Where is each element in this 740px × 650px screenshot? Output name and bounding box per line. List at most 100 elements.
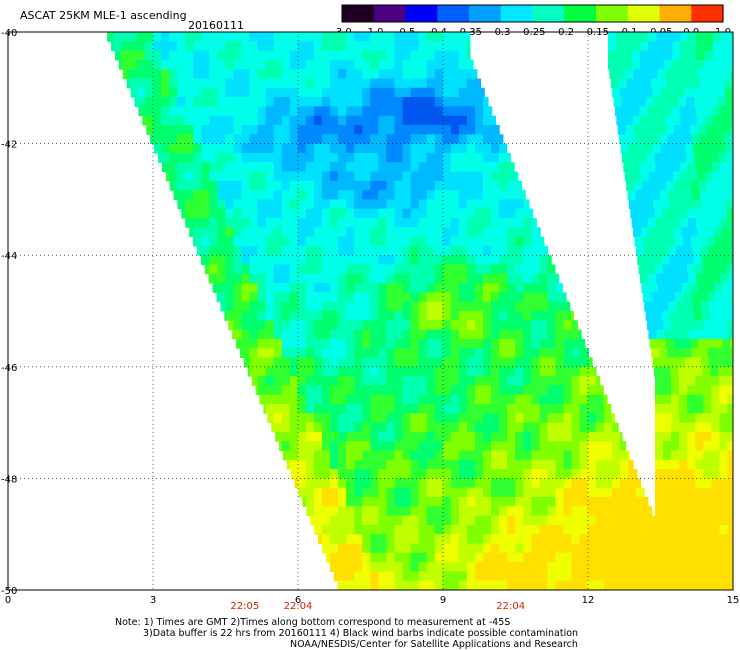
swath-cell <box>362 534 371 544</box>
swath-cell <box>708 245 717 256</box>
swath-cell <box>450 515 460 526</box>
swath-cell <box>695 320 704 331</box>
swath-cell <box>450 208 460 219</box>
swath-cell <box>458 97 468 107</box>
swath-cell <box>650 292 660 303</box>
swath-cell <box>233 329 242 340</box>
swath-cell <box>370 413 379 424</box>
swath-cell <box>603 413 613 424</box>
swath-cell <box>587 450 597 461</box>
swath-cell <box>426 283 436 293</box>
swath-cell <box>695 534 704 544</box>
swath-cell <box>394 171 403 182</box>
swath-cell <box>603 441 613 451</box>
swath-cell <box>157 152 162 163</box>
swath-cell <box>688 218 697 228</box>
swath-cell <box>523 497 532 507</box>
swath-cell <box>217 162 226 172</box>
swath-cell <box>418 534 428 544</box>
note-line-3: NOAA/NESDIS/Center for Satellite Applica… <box>290 639 578 650</box>
swath-cell <box>710 311 719 321</box>
swath-cell <box>233 180 242 191</box>
swath-cell <box>282 450 291 461</box>
swath-cell <box>671 450 680 461</box>
swath-cell <box>325 552 331 563</box>
swath-cell <box>555 292 564 303</box>
swath-cell <box>720 32 730 42</box>
swath-cell <box>656 115 666 126</box>
swath-cell <box>531 264 540 275</box>
swath-cell <box>378 497 387 507</box>
swath-cell <box>653 97 663 107</box>
swath-cell <box>402 115 412 126</box>
swath-cell <box>442 97 452 107</box>
swath-cell <box>281 125 291 135</box>
swath-cell <box>654 152 663 163</box>
swath-cell <box>523 515 532 526</box>
swath-cell <box>683 134 693 145</box>
swath-cell <box>273 78 283 89</box>
swath-cell <box>442 190 452 200</box>
swath-cell <box>571 357 581 368</box>
swath-cell <box>402 59 412 70</box>
swath-cell <box>322 171 331 182</box>
swath-cell <box>491 125 500 135</box>
swath-cell <box>442 273 452 284</box>
swath-cell <box>676 87 686 98</box>
swath-cell <box>531 441 540 451</box>
swath-cell <box>233 218 242 228</box>
swath-cell <box>515 320 524 331</box>
swath-cell <box>571 385 581 396</box>
swath-cell <box>727 487 734 498</box>
swath-cell <box>249 78 259 89</box>
swath-cell <box>483 562 492 572</box>
swath-cell <box>689 283 699 293</box>
swath-cell <box>707 292 716 303</box>
swath-cell <box>687 413 696 424</box>
swath-cell <box>161 50 170 61</box>
swath-cell <box>603 487 613 498</box>
swath-cell <box>646 208 655 219</box>
swath-cell <box>338 41 347 52</box>
swath-cell <box>201 255 210 265</box>
swath-cell <box>233 125 242 135</box>
swath-cell <box>555 320 564 331</box>
swath-cell <box>169 125 178 135</box>
swath-cell <box>483 115 492 126</box>
swath-cell <box>265 245 275 256</box>
swath-cell <box>491 245 500 256</box>
swath-cell <box>217 97 226 107</box>
swath-cell <box>721 283 731 293</box>
swath-cell <box>370 190 379 200</box>
swath-cell <box>354 394 363 405</box>
swath-cell <box>711 394 720 405</box>
swath-cell <box>466 162 476 172</box>
swath-cell <box>563 552 573 563</box>
swath-cell <box>362 97 371 107</box>
swath-cell <box>499 311 508 321</box>
swath-cell <box>297 366 307 377</box>
swath-cell <box>483 348 492 358</box>
swath-cell <box>354 180 363 191</box>
swath-cell <box>656 32 665 42</box>
swath-cell <box>603 478 613 489</box>
swath-cell <box>426 199 436 210</box>
swath-cell <box>193 143 202 154</box>
swath-cell <box>695 515 704 526</box>
swath-cell <box>338 190 347 200</box>
swath-cell <box>249 264 259 275</box>
swath-cell <box>305 152 315 163</box>
swath-cell <box>297 348 307 358</box>
swath-cell <box>483 357 492 368</box>
swath-cell <box>273 394 283 405</box>
swath-cell <box>402 32 412 42</box>
swath-cell <box>722 69 731 79</box>
swath-cell <box>722 180 732 191</box>
swath-cell <box>696 32 706 42</box>
swath-cell <box>595 469 605 479</box>
swath-cell <box>165 171 170 182</box>
swath-cell <box>410 506 420 517</box>
swath-cell <box>727 543 734 554</box>
swath-cell <box>144 50 154 61</box>
swath-cell <box>611 543 621 554</box>
